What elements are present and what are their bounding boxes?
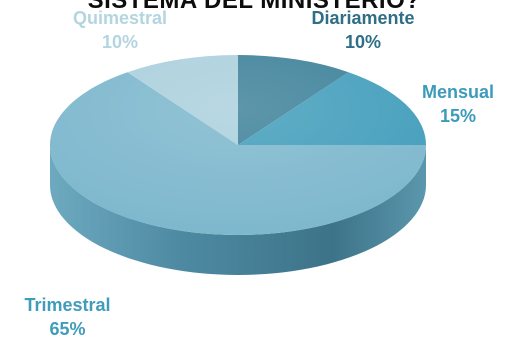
- slice-label-quimestral: Quimestral 10%: [50, 6, 190, 54]
- chart-title: SISTEMA DEL MINISTERIO?: [87, 0, 421, 14]
- percent-value: 15%: [439, 106, 477, 126]
- slice-label-diariamente: Diariamente 10%: [293, 6, 433, 54]
- slice-label-mensual: Mensual 15%: [398, 80, 508, 128]
- percent-value: 65%: [49, 319, 86, 339]
- category-name: Quimestral: [72, 8, 168, 28]
- pie-side-wall: [50, 145, 426, 275]
- percent-value: 10%: [101, 32, 139, 52]
- category-name: Mensual: [421, 82, 495, 102]
- category-name: Trimestral: [24, 295, 111, 315]
- percent-value: 10%: [344, 32, 382, 52]
- category-name: Diariamente: [311, 8, 415, 28]
- slice-label-trimestral: Trimestral 65%: [0, 293, 135, 341]
